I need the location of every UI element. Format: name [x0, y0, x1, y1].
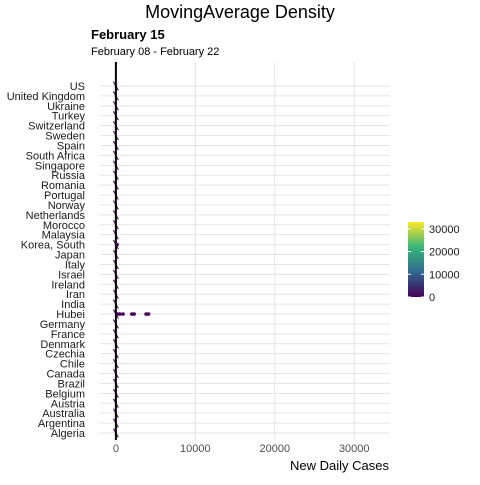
chart-subtitle: February 15 [91, 27, 165, 42]
y-axis: AlgeriaArgentinaAustraliaAustriaBelgiumB… [7, 81, 86, 440]
y-tick-label: Romania [41, 180, 86, 192]
y-tick-label: Spain [57, 140, 85, 152]
y-tick-label: Hubei [56, 309, 85, 321]
grid-layer [100, 62, 390, 440]
y-tick-label: Denmark [40, 339, 85, 351]
y-tick-label: Morocco [43, 220, 85, 232]
y-tick-label: Chile [60, 359, 85, 371]
mark-layer [112, 62, 151, 440]
data-point [115, 242, 119, 247]
y-tick-label: Ukraine [47, 101, 85, 113]
x-tick-label: 20000 [259, 443, 290, 455]
y-tick-label: Singapore [35, 160, 85, 172]
y-tick-label: Brazil [57, 378, 85, 390]
y-tick-label: United Kingdom [7, 91, 85, 103]
y-tick-label: US [70, 81, 85, 93]
y-tick-label: Australia [42, 408, 86, 420]
y-tick-label: Iran [66, 289, 85, 301]
y-tick-label: Italy [65, 259, 86, 271]
y-tick-label: Portugal [44, 190, 85, 202]
legend: 0 10000 20000 30000 [408, 222, 460, 304]
data-point [118, 312, 122, 316]
y-tick-label: South Africa [26, 150, 86, 162]
x-axis: 0 10000 20000 30000 [113, 443, 370, 455]
x-axis-title: New Daily Cases [290, 458, 389, 473]
y-tick-label: Germany [40, 319, 86, 331]
x-tick-label: 10000 [180, 443, 211, 455]
x-tick-label: 0 [113, 443, 119, 455]
y-tick-label: Sweden [45, 131, 85, 143]
chart-caption: February 08 - February 22 [91, 46, 219, 58]
legend-tick-label: 30000 [429, 224, 460, 236]
y-tick-label: Algeria [51, 428, 86, 440]
y-tick-label: Russia [51, 170, 86, 182]
y-tick-label: Japan [55, 250, 85, 262]
y-tick-label: Turkey [52, 111, 86, 123]
y-tick-label: Switzerland [28, 121, 85, 133]
x-tick-label: 30000 [339, 443, 370, 455]
y-tick-label: Netherlands [26, 210, 86, 222]
y-tick-label: Norway [48, 200, 86, 212]
y-tick-label: Argentina [38, 418, 86, 430]
legend-tick-label: 10000 [429, 269, 460, 281]
legend-tick-label: 20000 [429, 247, 460, 259]
y-tick-label: Ireland [51, 279, 85, 291]
y-tick-label: Korea, South [21, 240, 85, 252]
legend-colorbar [408, 222, 424, 297]
y-tick-label: Canada [46, 369, 85, 381]
chart-title: MovingAverage Density [145, 2, 335, 22]
data-point [121, 312, 125, 316]
data-point [132, 312, 136, 316]
legend-tick-label: 0 [429, 292, 435, 304]
y-tick-label: Malaysia [42, 230, 86, 242]
y-tick-label: Austria [51, 398, 86, 410]
y-tick-label: Israel [58, 269, 85, 281]
y-tick-label: Czechia [45, 349, 86, 361]
y-tick-label: India [61, 299, 86, 311]
y-tick-label: Belgium [45, 388, 85, 400]
data-point [146, 312, 151, 316]
y-tick-label: France [51, 329, 85, 341]
